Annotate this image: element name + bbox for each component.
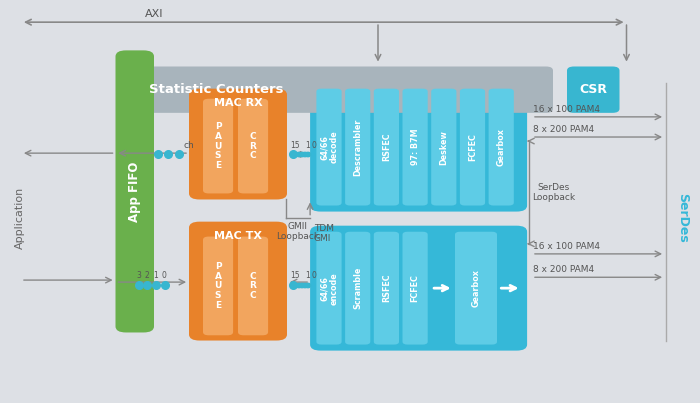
Text: 2: 2 (145, 271, 150, 280)
Text: C
R
C: C R C (250, 272, 256, 300)
Text: 64/66
decode: 64/66 decode (320, 131, 338, 164)
Text: P
A
U
S
E: P A U S E (214, 122, 222, 170)
Text: 15: 15 (290, 271, 300, 280)
Text: ch: ch (183, 141, 194, 150)
FancyBboxPatch shape (460, 89, 485, 206)
FancyBboxPatch shape (310, 83, 527, 212)
Text: 16 x 100 PAM4: 16 x 100 PAM4 (533, 105, 601, 114)
Text: App FIFO: App FIFO (128, 161, 141, 222)
Text: 0: 0 (312, 271, 316, 280)
Text: TDM
GMI: TDM GMI (314, 224, 334, 243)
FancyBboxPatch shape (431, 89, 456, 206)
Text: SerDes: SerDes (676, 193, 689, 243)
Text: Application: Application (15, 187, 24, 249)
FancyBboxPatch shape (489, 89, 514, 206)
FancyBboxPatch shape (189, 89, 287, 199)
FancyBboxPatch shape (189, 222, 287, 341)
Text: 8 x 200 PAM4: 8 x 200 PAM4 (533, 125, 594, 134)
FancyBboxPatch shape (238, 237, 268, 335)
Text: Statistic Counters: Statistic Counters (149, 83, 284, 96)
FancyBboxPatch shape (345, 89, 370, 206)
Text: FCFEC: FCFEC (468, 133, 477, 161)
Text: 1: 1 (306, 141, 310, 150)
Text: 97: B7M: 97: B7M (411, 129, 419, 165)
FancyBboxPatch shape (455, 232, 497, 345)
Text: 1: 1 (153, 271, 158, 280)
Text: Gearbox: Gearbox (472, 269, 480, 307)
Text: MAC TX: MAC TX (214, 231, 262, 241)
FancyBboxPatch shape (116, 50, 154, 332)
Text: FCFEC: FCFEC (411, 274, 419, 302)
Text: 8 x 200 PAM4: 8 x 200 PAM4 (533, 265, 594, 274)
FancyBboxPatch shape (374, 232, 399, 345)
Text: P
A
U
S
E: P A U S E (214, 262, 222, 310)
FancyBboxPatch shape (203, 237, 233, 335)
FancyBboxPatch shape (136, 66, 553, 113)
FancyBboxPatch shape (310, 226, 527, 351)
Text: Descrambler: Descrambler (354, 118, 362, 176)
FancyBboxPatch shape (374, 89, 399, 206)
Text: 15: 15 (290, 141, 300, 150)
Text: Scramble: Scramble (354, 267, 362, 310)
Text: CSR: CSR (580, 83, 608, 96)
FancyBboxPatch shape (316, 89, 342, 206)
Text: RSFEC: RSFEC (382, 274, 391, 303)
Text: GMII
Loopback: GMII Loopback (276, 222, 319, 241)
Text: AXI: AXI (145, 9, 163, 19)
FancyBboxPatch shape (203, 99, 233, 193)
Text: 64/66
encode: 64/66 encode (320, 272, 338, 305)
Text: Gearbox: Gearbox (497, 128, 505, 166)
Text: 16 x 100 PAM4: 16 x 100 PAM4 (533, 242, 601, 251)
FancyBboxPatch shape (402, 89, 428, 206)
Text: 0: 0 (312, 141, 316, 150)
Text: C
R
C: C R C (250, 132, 256, 160)
Text: MAC RX: MAC RX (214, 98, 262, 108)
Text: RSFEC: RSFEC (382, 133, 391, 162)
Text: 0: 0 (162, 271, 167, 280)
Text: SerDes
Loopback: SerDes Loopback (532, 183, 575, 202)
Text: Deskew: Deskew (440, 130, 448, 164)
Text: 3: 3 (136, 271, 141, 280)
FancyBboxPatch shape (345, 232, 370, 345)
FancyBboxPatch shape (316, 232, 342, 345)
FancyBboxPatch shape (402, 232, 428, 345)
Text: 1: 1 (306, 271, 310, 280)
FancyBboxPatch shape (567, 66, 620, 113)
FancyBboxPatch shape (238, 99, 268, 193)
